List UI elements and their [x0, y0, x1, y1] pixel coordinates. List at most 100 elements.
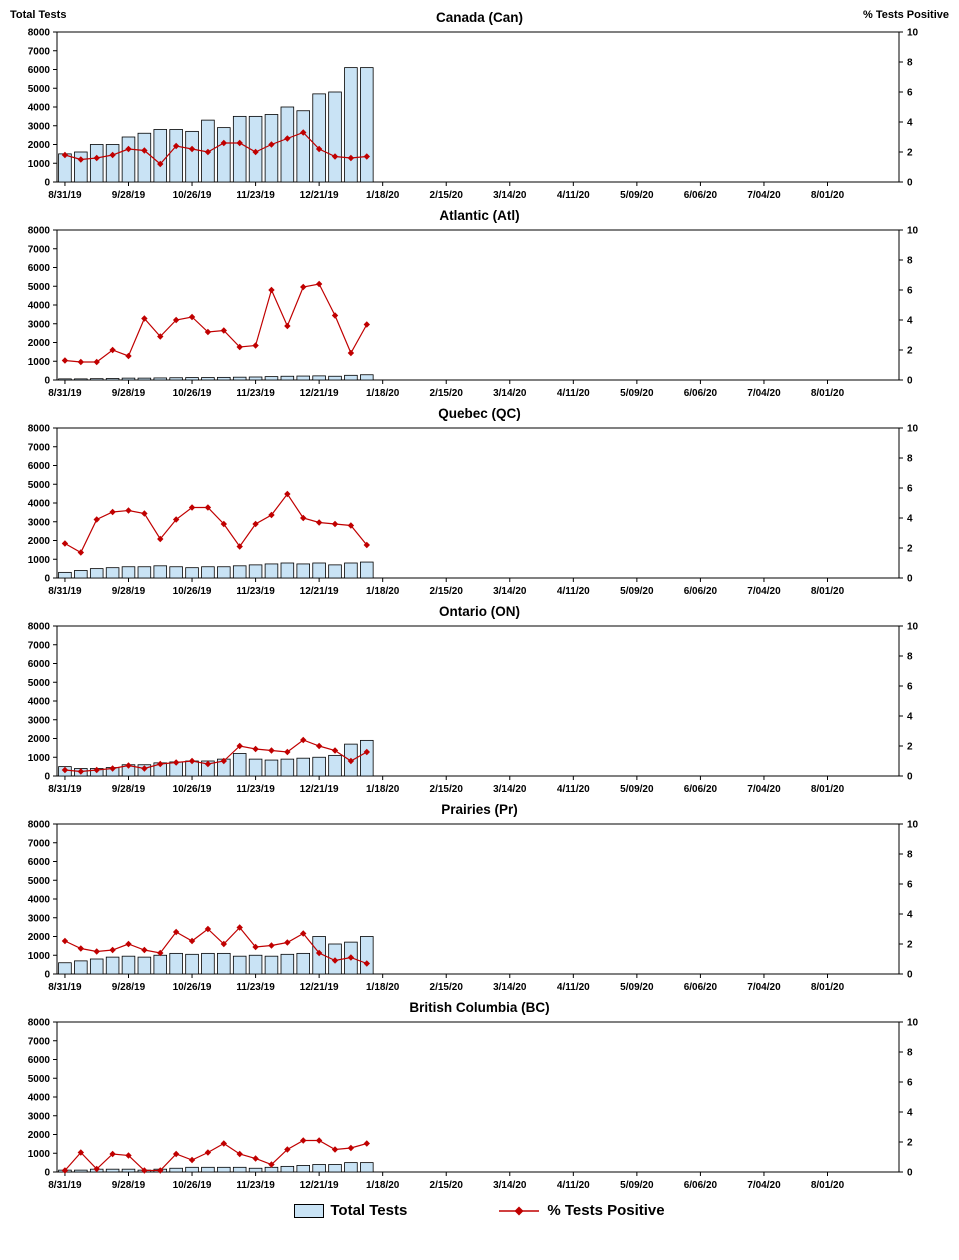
svg-text:7000: 7000 — [28, 46, 51, 57]
legend-bar-swatch-icon — [294, 1203, 325, 1218]
chart-quebec: 0 1000 2000 3000 4000 5000 6000 7000 8000 0 2 4 6 8 10… — [28, 424, 919, 597]
svg-text:2: 2 — [907, 346, 913, 357]
svg-text:3000: 3000 — [28, 1111, 51, 1122]
chart-prairies: 0 1000 2000 3000 4000 5000 6000 7000 8000 0 2 4 6 8 10… — [28, 820, 919, 993]
svg-text:3000: 3000 — [28, 319, 51, 330]
svg-text:6000: 6000 — [28, 65, 51, 76]
svg-text:8000: 8000 — [28, 424, 51, 435]
svg-text:9/28/19: 9/28/19 — [112, 982, 146, 993]
svg-text:8: 8 — [907, 850, 913, 861]
svg-text:2/15/20: 2/15/20 — [430, 982, 464, 993]
svg-text:6000: 6000 — [28, 461, 51, 472]
svg-text:10: 10 — [907, 28, 919, 39]
svg-text:10/26/19: 10/26/19 — [173, 982, 212, 993]
svg-text:1000: 1000 — [28, 159, 51, 170]
svg-text:4: 4 — [907, 712, 913, 723]
svg-text:7000: 7000 — [28, 838, 51, 849]
chart-header-ontario: Ontario (ON) — [0, 600, 959, 622]
svg-text:8: 8 — [907, 454, 913, 465]
svg-text:3/14/20: 3/14/20 — [493, 1180, 527, 1191]
svg-text:4/11/20: 4/11/20 — [557, 190, 590, 201]
svg-text:0: 0 — [907, 772, 913, 783]
svg-text:3/14/20: 3/14/20 — [493, 190, 527, 201]
svg-text:4000: 4000 — [28, 697, 51, 708]
svg-text:6000: 6000 — [28, 1055, 51, 1066]
svg-text:2000: 2000 — [28, 734, 51, 745]
svg-text:2/15/20: 2/15/20 — [430, 586, 464, 597]
svg-text:6/06/20: 6/06/20 — [684, 982, 718, 993]
svg-text:11/23/19: 11/23/19 — [236, 784, 275, 795]
svg-text:1/18/20: 1/18/20 — [366, 586, 400, 597]
svg-text:2000: 2000 — [28, 338, 51, 349]
svg-text:8000: 8000 — [28, 622, 51, 633]
legend-line-swatch-icon — [499, 1206, 540, 1215]
svg-text:7/04/20: 7/04/20 — [747, 1180, 781, 1191]
svg-text:0: 0 — [907, 970, 913, 981]
svg-text:6: 6 — [907, 286, 913, 297]
svg-text:6/06/20: 6/06/20 — [684, 1180, 718, 1191]
chart-title-prairies: Prairies (Pr) — [441, 802, 518, 817]
svg-text:1/18/20: 1/18/20 — [366, 388, 400, 399]
svg-text:7/04/20: 7/04/20 — [747, 586, 781, 597]
svg-text:2/15/20: 2/15/20 — [430, 388, 464, 399]
svg-text:2/15/20: 2/15/20 — [430, 784, 464, 795]
svg-text:10/26/19: 10/26/19 — [173, 586, 212, 597]
svg-text:3000: 3000 — [28, 121, 51, 132]
svg-text:12/21/19: 12/21/19 — [300, 190, 339, 201]
chart-block-ontario: Ontario (ON) 0 1000 2000 3000 4000 5000 6000 70… — [0, 600, 959, 798]
svg-text:6000: 6000 — [28, 659, 51, 670]
svg-text:0: 0 — [44, 772, 50, 783]
svg-text:8000: 8000 — [28, 1018, 51, 1029]
svg-text:8: 8 — [907, 256, 913, 267]
svg-text:9/28/19: 9/28/19 — [112, 784, 146, 795]
svg-text:4/11/20: 4/11/20 — [557, 586, 590, 597]
svg-text:6/06/20: 6/06/20 — [684, 586, 718, 597]
chart-legend: Total Tests % Tests Positive — [0, 1194, 959, 1231]
chart-title-british-columbia: British Columbia (BC) — [409, 1000, 550, 1015]
chart-title-atlantic: Atlantic (Atl) — [439, 208, 520, 223]
svg-text:5/09/20: 5/09/20 — [620, 784, 654, 795]
svg-text:8/31/19: 8/31/19 — [48, 784, 82, 795]
svg-text:10/26/19: 10/26/19 — [173, 1180, 212, 1191]
svg-text:6: 6 — [907, 1078, 913, 1089]
svg-text:4/11/20: 4/11/20 — [557, 784, 590, 795]
chart-block-canada: Total Tests Canada (Can) % Tests Positiv… — [0, 6, 959, 204]
svg-text:1000: 1000 — [28, 357, 51, 368]
chart-header-prairies: Prairies (Pr) — [0, 798, 959, 820]
svg-text:7000: 7000 — [28, 244, 51, 255]
chart-title-ontario: Ontario (ON) — [439, 604, 520, 619]
svg-text:2: 2 — [907, 742, 913, 753]
chart-block-atlantic: Atlantic (Atl) 0 1000 2000 3000 4000 5000 6000… — [0, 204, 959, 402]
svg-text:1000: 1000 — [28, 555, 51, 566]
svg-text:2000: 2000 — [28, 140, 51, 151]
chart-british-columbia: 0 1000 2000 3000 4000 5000 6000 7000 8000 0 2 4 6 8 10… — [28, 1018, 919, 1191]
svg-text:7/04/20: 7/04/20 — [747, 982, 781, 993]
svg-text:11/23/19: 11/23/19 — [236, 586, 275, 597]
svg-text:3/14/20: 3/14/20 — [493, 586, 527, 597]
left-axis-title: Total Tests — [10, 9, 67, 21]
svg-text:8/01/20: 8/01/20 — [811, 388, 845, 399]
svg-text:4: 4 — [907, 910, 913, 921]
svg-text:12/21/19: 12/21/19 — [300, 784, 339, 795]
svg-text:4/11/20: 4/11/20 — [557, 982, 590, 993]
chart-header-atlantic: Atlantic (Atl) — [0, 204, 959, 226]
svg-text:10/26/19: 10/26/19 — [173, 190, 212, 201]
svg-text:5000: 5000 — [28, 282, 51, 293]
svg-text:12/21/19: 12/21/19 — [300, 982, 339, 993]
svg-text:11/23/19: 11/23/19 — [236, 1180, 275, 1191]
svg-text:1/18/20: 1/18/20 — [366, 784, 400, 795]
svg-text:6000: 6000 — [28, 263, 51, 274]
svg-text:3/14/20: 3/14/20 — [493, 388, 527, 399]
svg-text:5000: 5000 — [28, 678, 51, 689]
svg-text:4: 4 — [907, 118, 913, 129]
svg-text:10: 10 — [907, 1018, 919, 1029]
svg-text:5000: 5000 — [28, 480, 51, 491]
svg-text:4000: 4000 — [28, 103, 51, 114]
svg-text:4000: 4000 — [28, 1093, 51, 1104]
svg-text:5/09/20: 5/09/20 — [620, 586, 654, 597]
svg-text:4000: 4000 — [28, 499, 51, 510]
svg-text:8000: 8000 — [28, 28, 51, 39]
svg-text:7000: 7000 — [28, 442, 51, 453]
legend-pct-positive-label: % Tests Positive — [547, 1202, 665, 1219]
chart-title-canada: Canada (Can) — [435, 10, 523, 25]
